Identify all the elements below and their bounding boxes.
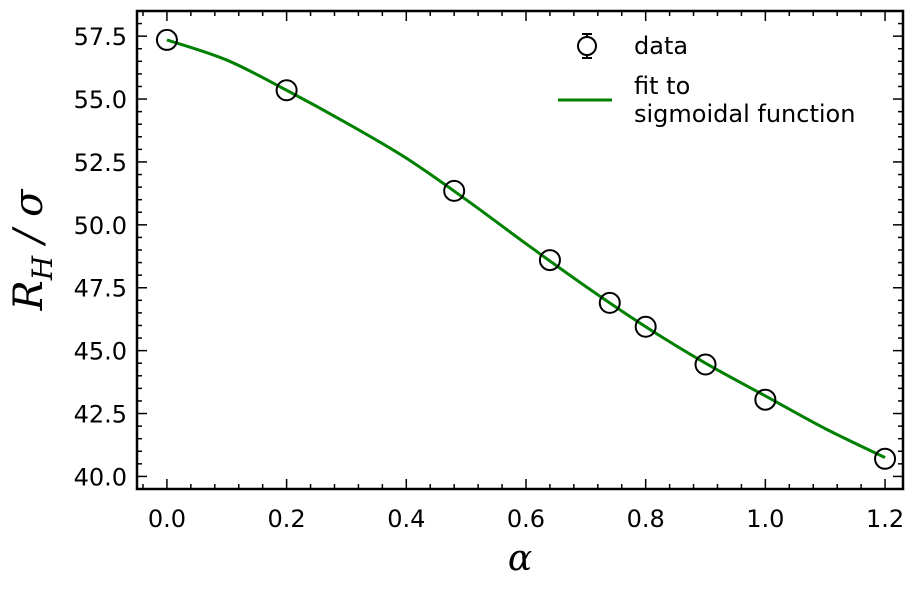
legend-fit-label-line1: fit to	[634, 72, 690, 100]
data-point	[634, 315, 657, 338]
x-axis-label: α	[508, 538, 532, 579]
y-axis-label-main: R	[6, 280, 52, 311]
legend-fit-label-line2: sigmoidal function	[634, 100, 855, 128]
x-tick-label: 1.2	[866, 505, 904, 533]
y-tick-label: 50.0	[74, 212, 127, 240]
x-tick-label: 0.8	[627, 505, 665, 533]
data-point	[538, 249, 561, 272]
legend-data-marker	[577, 33, 597, 59]
x-tick-label: 0.4	[387, 505, 425, 533]
legend-data-label: data	[634, 32, 688, 60]
svg-text:RH / σ: RH / σ	[6, 188, 59, 311]
y-tick-label: 40.0	[74, 463, 127, 491]
y-tick-label: 55.0	[74, 86, 127, 114]
y-axis-label-rest: / σ	[6, 188, 52, 256]
y-tick-label: 45.0	[74, 338, 127, 366]
x-tick-label: 0.2	[268, 505, 306, 533]
y-axis-label: RH / σ	[6, 188, 59, 311]
data-point	[598, 291, 621, 314]
x-tick-label: 0.6	[507, 505, 545, 533]
x-tick-label: 1.0	[746, 505, 784, 533]
data-point	[874, 447, 897, 470]
ticks-layer	[137, 10, 903, 490]
data-point	[443, 179, 466, 202]
data-point	[155, 28, 178, 51]
tick-labels-layer: 0.0 0.2 0.4 0.6 0.8 1.0 1.2 40.0 42.5 45.0 47.5 50.…	[74, 23, 905, 533]
plot-frame	[135, 9, 905, 491]
y-tick-label: 57.5	[74, 23, 127, 51]
y-axis-label-sub: H	[26, 255, 59, 281]
legend: data fit to sigmoidal function	[558, 32, 855, 128]
x-tick-label: 0.0	[148, 505, 186, 533]
fit-curve	[166, 38, 886, 459]
data-point	[694, 353, 717, 376]
y-tick-label: 47.5	[74, 275, 127, 303]
data-point	[754, 388, 777, 411]
y-tick-label: 52.5	[74, 149, 127, 177]
data-point	[275, 79, 298, 102]
y-tick-label: 42.5	[74, 401, 127, 429]
series-layer	[155, 28, 897, 470]
